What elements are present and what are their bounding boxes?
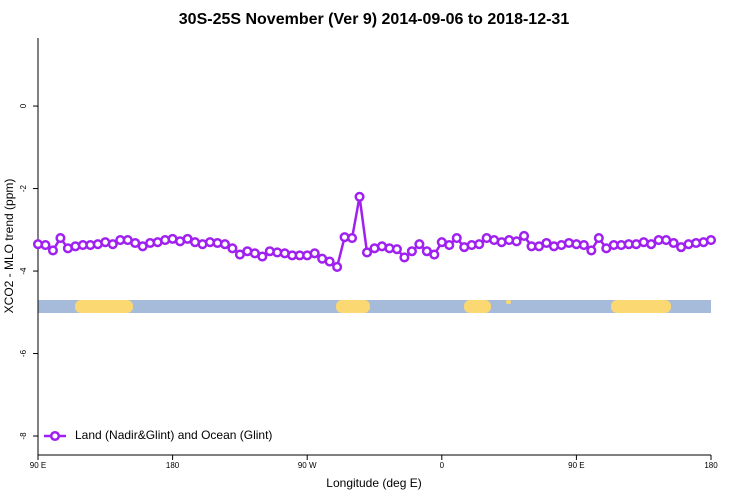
- x-tick-label: 0: [440, 461, 445, 470]
- point: [593, 232, 604, 244]
- point: [429, 249, 440, 260]
- point: [646, 239, 657, 250]
- point: [107, 239, 118, 250]
- x-tick-label: 180: [166, 461, 180, 470]
- x-tick-label: 90 E: [30, 461, 46, 470]
- y-tick-label: -8: [19, 432, 28, 440]
- point: [474, 239, 485, 250]
- point: [347, 232, 358, 244]
- point: [219, 239, 230, 250]
- point: [406, 246, 417, 257]
- ocean-band: [38, 300, 711, 313]
- series-line: [37, 196, 712, 270]
- point: [399, 252, 410, 263]
- point: [578, 240, 589, 251]
- y-tick-label: -4: [19, 267, 28, 275]
- point: [586, 245, 597, 256]
- y-tick-label: 0: [19, 103, 28, 108]
- x-tick-label: 180: [704, 461, 718, 470]
- land-band: [611, 300, 671, 313]
- point: [444, 240, 455, 251]
- point: [391, 244, 402, 255]
- y-axis-label: XCO2 - MLO trend (ppm): [2, 179, 16, 314]
- land-band: [506, 300, 511, 304]
- point: [361, 247, 373, 258]
- land-ocean-strip: [38, 300, 711, 313]
- land-band: [75, 300, 133, 313]
- chart-title: 30S-25S November (Ver 9) 2014-09-06 to 2…: [179, 11, 570, 28]
- point: [55, 232, 66, 244]
- y-tick-label: -2: [19, 184, 28, 192]
- point: [668, 237, 679, 249]
- land-band: [464, 300, 491, 313]
- point: [705, 235, 717, 246]
- point: [227, 243, 238, 254]
- point: [324, 256, 335, 267]
- point: [257, 251, 268, 262]
- x-axis-label: Longitude (deg E): [326, 476, 421, 490]
- point: [511, 236, 522, 247]
- legend-label: Land (Nadir&Glint) and Ocean (Glint): [75, 428, 272, 442]
- point: [519, 230, 530, 242]
- point: [309, 248, 320, 259]
- point: [47, 245, 59, 256]
- point: [332, 261, 343, 272]
- point: [414, 239, 425, 250]
- point: [40, 240, 51, 251]
- y-tick-label: -6: [19, 349, 28, 357]
- land-band: [336, 300, 370, 313]
- legend-marker: [49, 430, 61, 442]
- x-tick-label: 90 W: [298, 461, 317, 470]
- x-tick-label: 90 E: [568, 461, 584, 470]
- point: [451, 232, 462, 244]
- point: [354, 191, 365, 202]
